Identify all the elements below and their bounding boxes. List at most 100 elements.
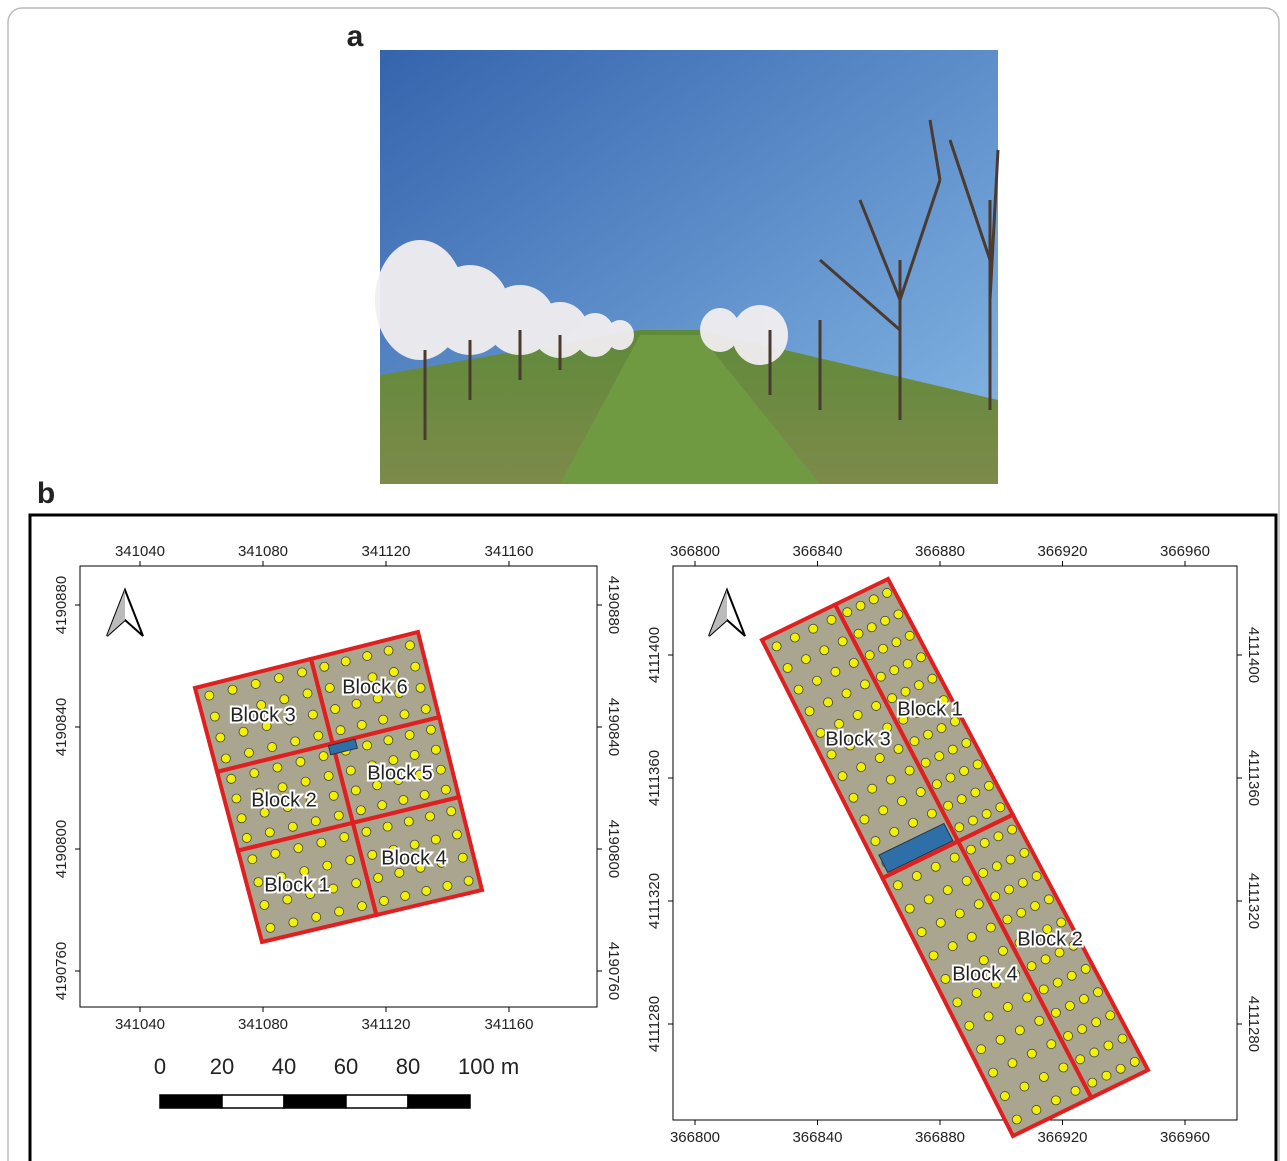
tree <box>872 701 881 710</box>
block-label: Block 4 <box>381 847 447 869</box>
tree <box>946 773 955 782</box>
tree <box>431 745 440 754</box>
tree <box>346 856 355 865</box>
scale-segment <box>160 1095 222 1108</box>
tree <box>1017 908 1026 917</box>
y-tick-label: 4111400 <box>1245 627 1262 683</box>
tree <box>1102 1071 1111 1080</box>
tree <box>936 918 945 927</box>
tree <box>886 775 895 784</box>
tree <box>972 988 981 997</box>
tree <box>881 616 890 625</box>
tree <box>1027 962 1036 971</box>
tree <box>860 680 869 689</box>
tree <box>324 771 333 780</box>
tree <box>879 644 888 653</box>
tree <box>1090 1048 1099 1057</box>
tree <box>971 788 980 797</box>
tree <box>853 710 862 719</box>
y-tick-label: 4111360 <box>1245 750 1262 806</box>
tree <box>405 641 414 650</box>
tree <box>955 823 964 832</box>
tree <box>842 689 851 698</box>
tree <box>928 674 937 683</box>
tree <box>827 750 836 759</box>
tree <box>962 876 971 885</box>
tree <box>314 731 323 740</box>
tree <box>260 900 269 909</box>
y-tick-label: 4190880 <box>605 576 622 634</box>
tree <box>809 624 818 633</box>
tree <box>380 896 389 905</box>
tree <box>1081 964 1090 973</box>
tree <box>994 832 1003 841</box>
tree <box>927 809 936 818</box>
tree <box>453 830 462 839</box>
x-tick-label: 366960 <box>1160 1129 1210 1146</box>
y-tick-label: 4190760 <box>53 942 70 1000</box>
tree <box>849 793 858 802</box>
tree <box>1005 885 1014 894</box>
tree <box>962 738 971 747</box>
tree <box>1079 995 1088 1004</box>
tree <box>831 667 840 676</box>
panel-label: b <box>37 477 55 510</box>
y-tick-label: 4190840 <box>605 698 622 756</box>
tree <box>909 818 918 827</box>
tree <box>1106 1011 1115 1020</box>
tree <box>957 795 966 804</box>
tree <box>820 646 829 655</box>
tree <box>346 766 355 775</box>
tree <box>254 878 263 887</box>
scale-label: 20 <box>210 1054 234 1079</box>
tree <box>335 907 344 916</box>
tree <box>813 676 822 685</box>
tree <box>989 1068 998 1077</box>
tree <box>1035 1016 1044 1025</box>
y-tick-label: 4190800 <box>53 820 70 878</box>
tree <box>232 794 241 803</box>
tree <box>319 752 328 761</box>
tree <box>914 681 923 690</box>
tree <box>308 710 317 719</box>
tree <box>1008 1059 1017 1068</box>
tree <box>968 816 977 825</box>
tree <box>383 822 392 831</box>
tree <box>943 886 952 895</box>
tree <box>363 652 372 661</box>
tree <box>1053 978 1062 987</box>
scale-segment <box>408 1095 470 1108</box>
tree <box>1067 971 1076 980</box>
block-label: Block 1 <box>897 698 963 720</box>
tree <box>1130 1057 1139 1066</box>
tree <box>1071 1086 1080 1095</box>
tree <box>356 806 365 815</box>
tree <box>1039 1073 1048 1082</box>
tree <box>944 801 953 810</box>
block-label: Block 3 <box>230 704 296 726</box>
tree <box>464 876 473 885</box>
tree <box>984 1012 993 1021</box>
tree <box>967 932 976 941</box>
tree <box>426 725 435 734</box>
tree <box>384 736 393 745</box>
tree <box>883 588 892 597</box>
tree <box>271 849 280 858</box>
tree <box>992 862 1001 871</box>
tree <box>979 868 988 877</box>
tree <box>1020 1082 1029 1091</box>
tree <box>1057 918 1066 927</box>
tree <box>937 724 946 733</box>
tree <box>239 727 248 736</box>
tree <box>924 895 933 904</box>
tree <box>265 828 274 837</box>
tree <box>838 772 847 781</box>
tree <box>320 662 329 671</box>
tree <box>868 784 877 793</box>
tree <box>867 623 876 632</box>
tree <box>1015 1026 1024 1035</box>
tree <box>1059 1063 1068 1072</box>
tree <box>894 610 903 619</box>
tree <box>977 1045 986 1054</box>
tree <box>205 691 214 700</box>
